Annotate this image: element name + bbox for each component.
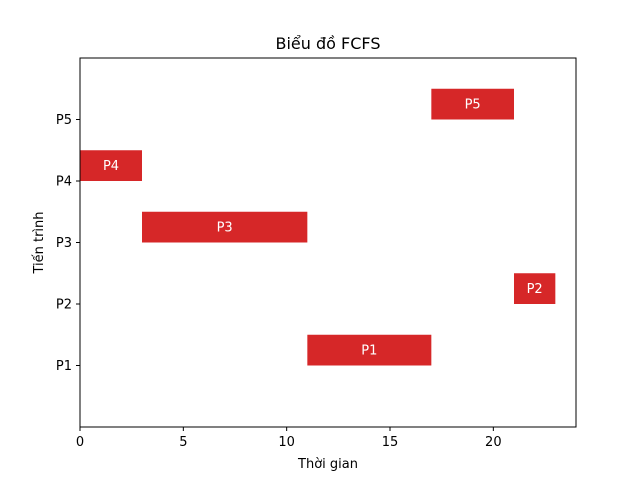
bar-label-p2: P2 — [527, 282, 543, 297]
x-tick-label: 15 — [382, 435, 399, 450]
bar-label-p4: P4 — [103, 159, 119, 174]
x-tick-label: 20 — [485, 435, 502, 450]
bar-label-p1: P1 — [361, 344, 377, 359]
y-tick-label-p5: P5 — [56, 113, 72, 128]
x-tick-label: 10 — [278, 435, 295, 450]
bar-p2 — [514, 273, 556, 304]
bar-p5 — [431, 88, 514, 120]
bar-p4 — [80, 150, 142, 181]
y-axis-label: Tiến trình — [32, 211, 47, 274]
y-tick-label-p2: P2 — [56, 298, 72, 313]
bar-p1 — [307, 334, 432, 366]
bars-layer: P1 P2 P3 P4 P5 — [80, 88, 556, 366]
chart-title: Biểu đồ FCFS — [276, 34, 381, 53]
y-tick-label-p4: P4 — [56, 175, 72, 190]
bar-p3 — [142, 211, 308, 243]
plot-frame — [79, 57, 577, 428]
axes-layer: 0 5 10 15 20 P1 P2 P3 P4 P5 — [56, 113, 502, 450]
x-axis-label: Thời gian — [297, 457, 358, 472]
x-tick-label: 5 — [179, 435, 187, 450]
bar-label-p3: P3 — [217, 221, 233, 236]
y-tick-label-p1: P1 — [56, 359, 72, 374]
x-tick-label: 0 — [76, 435, 84, 450]
bar-label-p5: P5 — [465, 98, 481, 113]
y-tick-label-p3: P3 — [56, 236, 72, 251]
